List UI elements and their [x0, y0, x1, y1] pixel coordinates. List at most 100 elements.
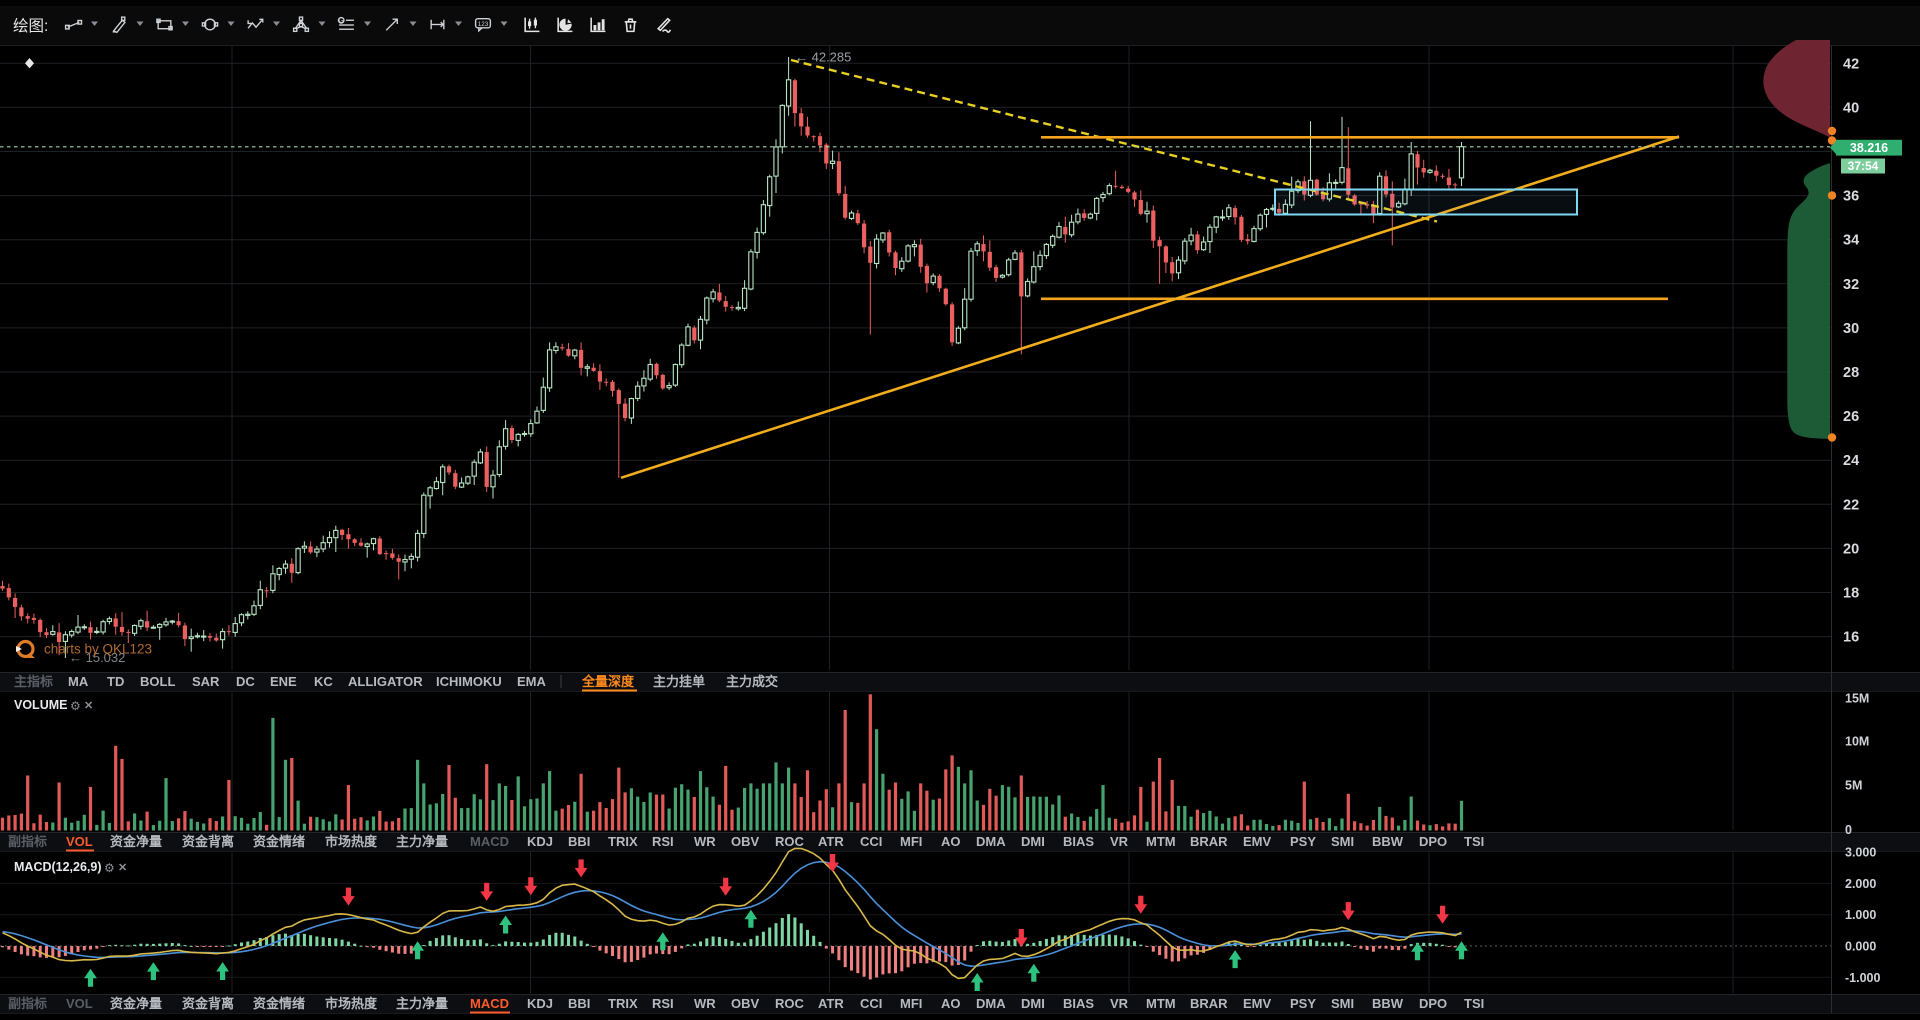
svg-text:ROC: ROC: [775, 834, 805, 849]
svg-text:CCI: CCI: [860, 996, 882, 1011]
svg-text:DMA: DMA: [976, 996, 1006, 1011]
svg-text:副指标: 副指标: [8, 996, 47, 1011]
svg-text:38.216: 38.216: [1850, 141, 1888, 155]
svg-text:MACD: MACD: [470, 996, 509, 1011]
svg-text:KC: KC: [314, 674, 333, 689]
svg-text:ICHIMOKU: ICHIMOKU: [436, 674, 502, 689]
svg-text:5M: 5M: [1845, 779, 1862, 793]
svg-text:charts by QKL123: charts by QKL123: [44, 642, 152, 657]
svg-text:BRAR: BRAR: [1190, 996, 1228, 1011]
svg-text:CCI: CCI: [860, 834, 882, 849]
svg-text:← 15.032: ← 15.032: [69, 650, 125, 665]
svg-text:主力净量: 主力净量: [396, 834, 448, 849]
svg-text:WR: WR: [694, 996, 716, 1011]
svg-text:✕: ✕: [118, 862, 127, 874]
svg-text:EMV: EMV: [1243, 834, 1272, 849]
svg-text:TRIX: TRIX: [608, 834, 638, 849]
svg-text:MACD: MACD: [470, 834, 509, 849]
svg-text:EMA: EMA: [517, 674, 547, 689]
svg-text:主指标: 主指标: [14, 674, 53, 689]
svg-text:TSI: TSI: [1464, 996, 1484, 1011]
svg-text:BIAS: BIAS: [1063, 996, 1094, 1011]
svg-text:市场热度: 市场热度: [325, 996, 378, 1011]
svg-text:AO: AO: [941, 996, 961, 1011]
svg-text:全量深度: 全量深度: [581, 674, 635, 689]
svg-text:42: 42: [1843, 56, 1859, 72]
svg-text:20: 20: [1843, 541, 1859, 557]
svg-text:36: 36: [1843, 189, 1859, 205]
svg-text:0.000: 0.000: [1845, 940, 1876, 954]
svg-text:ATR: ATR: [818, 996, 844, 1011]
svg-text:TRIX: TRIX: [608, 996, 638, 1011]
svg-text:2.000: 2.000: [1845, 877, 1876, 891]
svg-text:-1.000: -1.000: [1845, 971, 1880, 985]
svg-text:34: 34: [1843, 233, 1859, 249]
svg-text:28: 28: [1843, 365, 1859, 381]
svg-text:OBV: OBV: [731, 996, 760, 1011]
svg-text:SAR: SAR: [192, 674, 220, 689]
svg-text:EMV: EMV: [1243, 996, 1272, 1011]
svg-text:26: 26: [1843, 409, 1859, 425]
svg-text:主力净量: 主力净量: [396, 996, 448, 1011]
svg-text:BIAS: BIAS: [1063, 834, 1094, 849]
svg-text:32: 32: [1843, 277, 1859, 293]
svg-text:123: 123: [478, 21, 489, 28]
svg-text:22: 22: [1843, 497, 1859, 513]
svg-text:DPO: DPO: [1419, 834, 1447, 849]
svg-text:30: 30: [1843, 321, 1859, 337]
svg-text:10M: 10M: [1845, 735, 1869, 749]
svg-text:资金背离: 资金背离: [182, 996, 234, 1011]
svg-text:MFI: MFI: [900, 996, 922, 1011]
svg-text:BBW: BBW: [1372, 996, 1404, 1011]
svg-text:DMA: DMA: [976, 834, 1006, 849]
svg-text:TD: TD: [107, 674, 124, 689]
svg-text:资金净量: 资金净量: [110, 834, 162, 849]
svg-text:37:54: 37:54: [1848, 159, 1879, 173]
svg-text:40: 40: [1843, 100, 1859, 116]
svg-text:⚙: ⚙: [70, 699, 81, 713]
svg-text:✕: ✕: [84, 700, 93, 712]
svg-text:BBI: BBI: [568, 996, 590, 1011]
svg-text:SMI: SMI: [1331, 996, 1354, 1011]
svg-text:3.000: 3.000: [1845, 846, 1876, 860]
svg-text:SMI: SMI: [1331, 834, 1354, 849]
svg-text:BBW: BBW: [1372, 834, 1404, 849]
svg-text:VR: VR: [1110, 834, 1129, 849]
svg-text:KDJ: KDJ: [527, 834, 553, 849]
svg-text:DMI: DMI: [1021, 834, 1045, 849]
svg-text:资金背离: 资金背离: [182, 834, 234, 849]
svg-text:1.000: 1.000: [1845, 908, 1876, 922]
svg-text:DMI: DMI: [1021, 996, 1045, 1011]
svg-text:⚙: ⚙: [104, 861, 115, 875]
svg-text:← 42.285: ← 42.285: [795, 50, 851, 65]
svg-text:ATR: ATR: [818, 834, 844, 849]
svg-text:DC: DC: [236, 674, 255, 689]
svg-text:MACD(12,26,9): MACD(12,26,9): [14, 860, 102, 874]
svg-text:市场热度: 市场热度: [325, 834, 378, 849]
svg-text:副指标: 副指标: [8, 834, 47, 849]
svg-text:TSI: TSI: [1464, 834, 1484, 849]
svg-text:资金净量: 资金净量: [110, 996, 162, 1011]
svg-text:RSI: RSI: [652, 996, 674, 1011]
svg-text:VOLUME: VOLUME: [14, 698, 67, 712]
svg-text:主力挂单: 主力挂单: [653, 674, 705, 689]
svg-text:DPO: DPO: [1419, 996, 1447, 1011]
svg-text:ROC: ROC: [775, 996, 805, 1011]
svg-text:18: 18: [1843, 586, 1859, 602]
svg-text:资金情绪: 资金情绪: [253, 996, 305, 1011]
svg-text:BRAR: BRAR: [1190, 834, 1228, 849]
svg-text:ALLIGATOR: ALLIGATOR: [348, 674, 423, 689]
svg-text:WR: WR: [694, 834, 716, 849]
svg-text:MTM: MTM: [1146, 834, 1176, 849]
svg-text:主力成交: 主力成交: [726, 674, 778, 689]
svg-text:ENE: ENE: [270, 674, 297, 689]
svg-text:MTM: MTM: [1146, 996, 1176, 1011]
svg-text:16: 16: [1843, 630, 1859, 646]
svg-text:BBI: BBI: [568, 834, 590, 849]
svg-text:OBV: OBV: [731, 834, 760, 849]
svg-text:BOLL: BOLL: [140, 674, 175, 689]
svg-text:24: 24: [1843, 453, 1859, 469]
svg-text:PSY: PSY: [1290, 996, 1316, 1011]
svg-text:0: 0: [1845, 823, 1852, 837]
svg-text:资金情绪: 资金情绪: [253, 834, 305, 849]
